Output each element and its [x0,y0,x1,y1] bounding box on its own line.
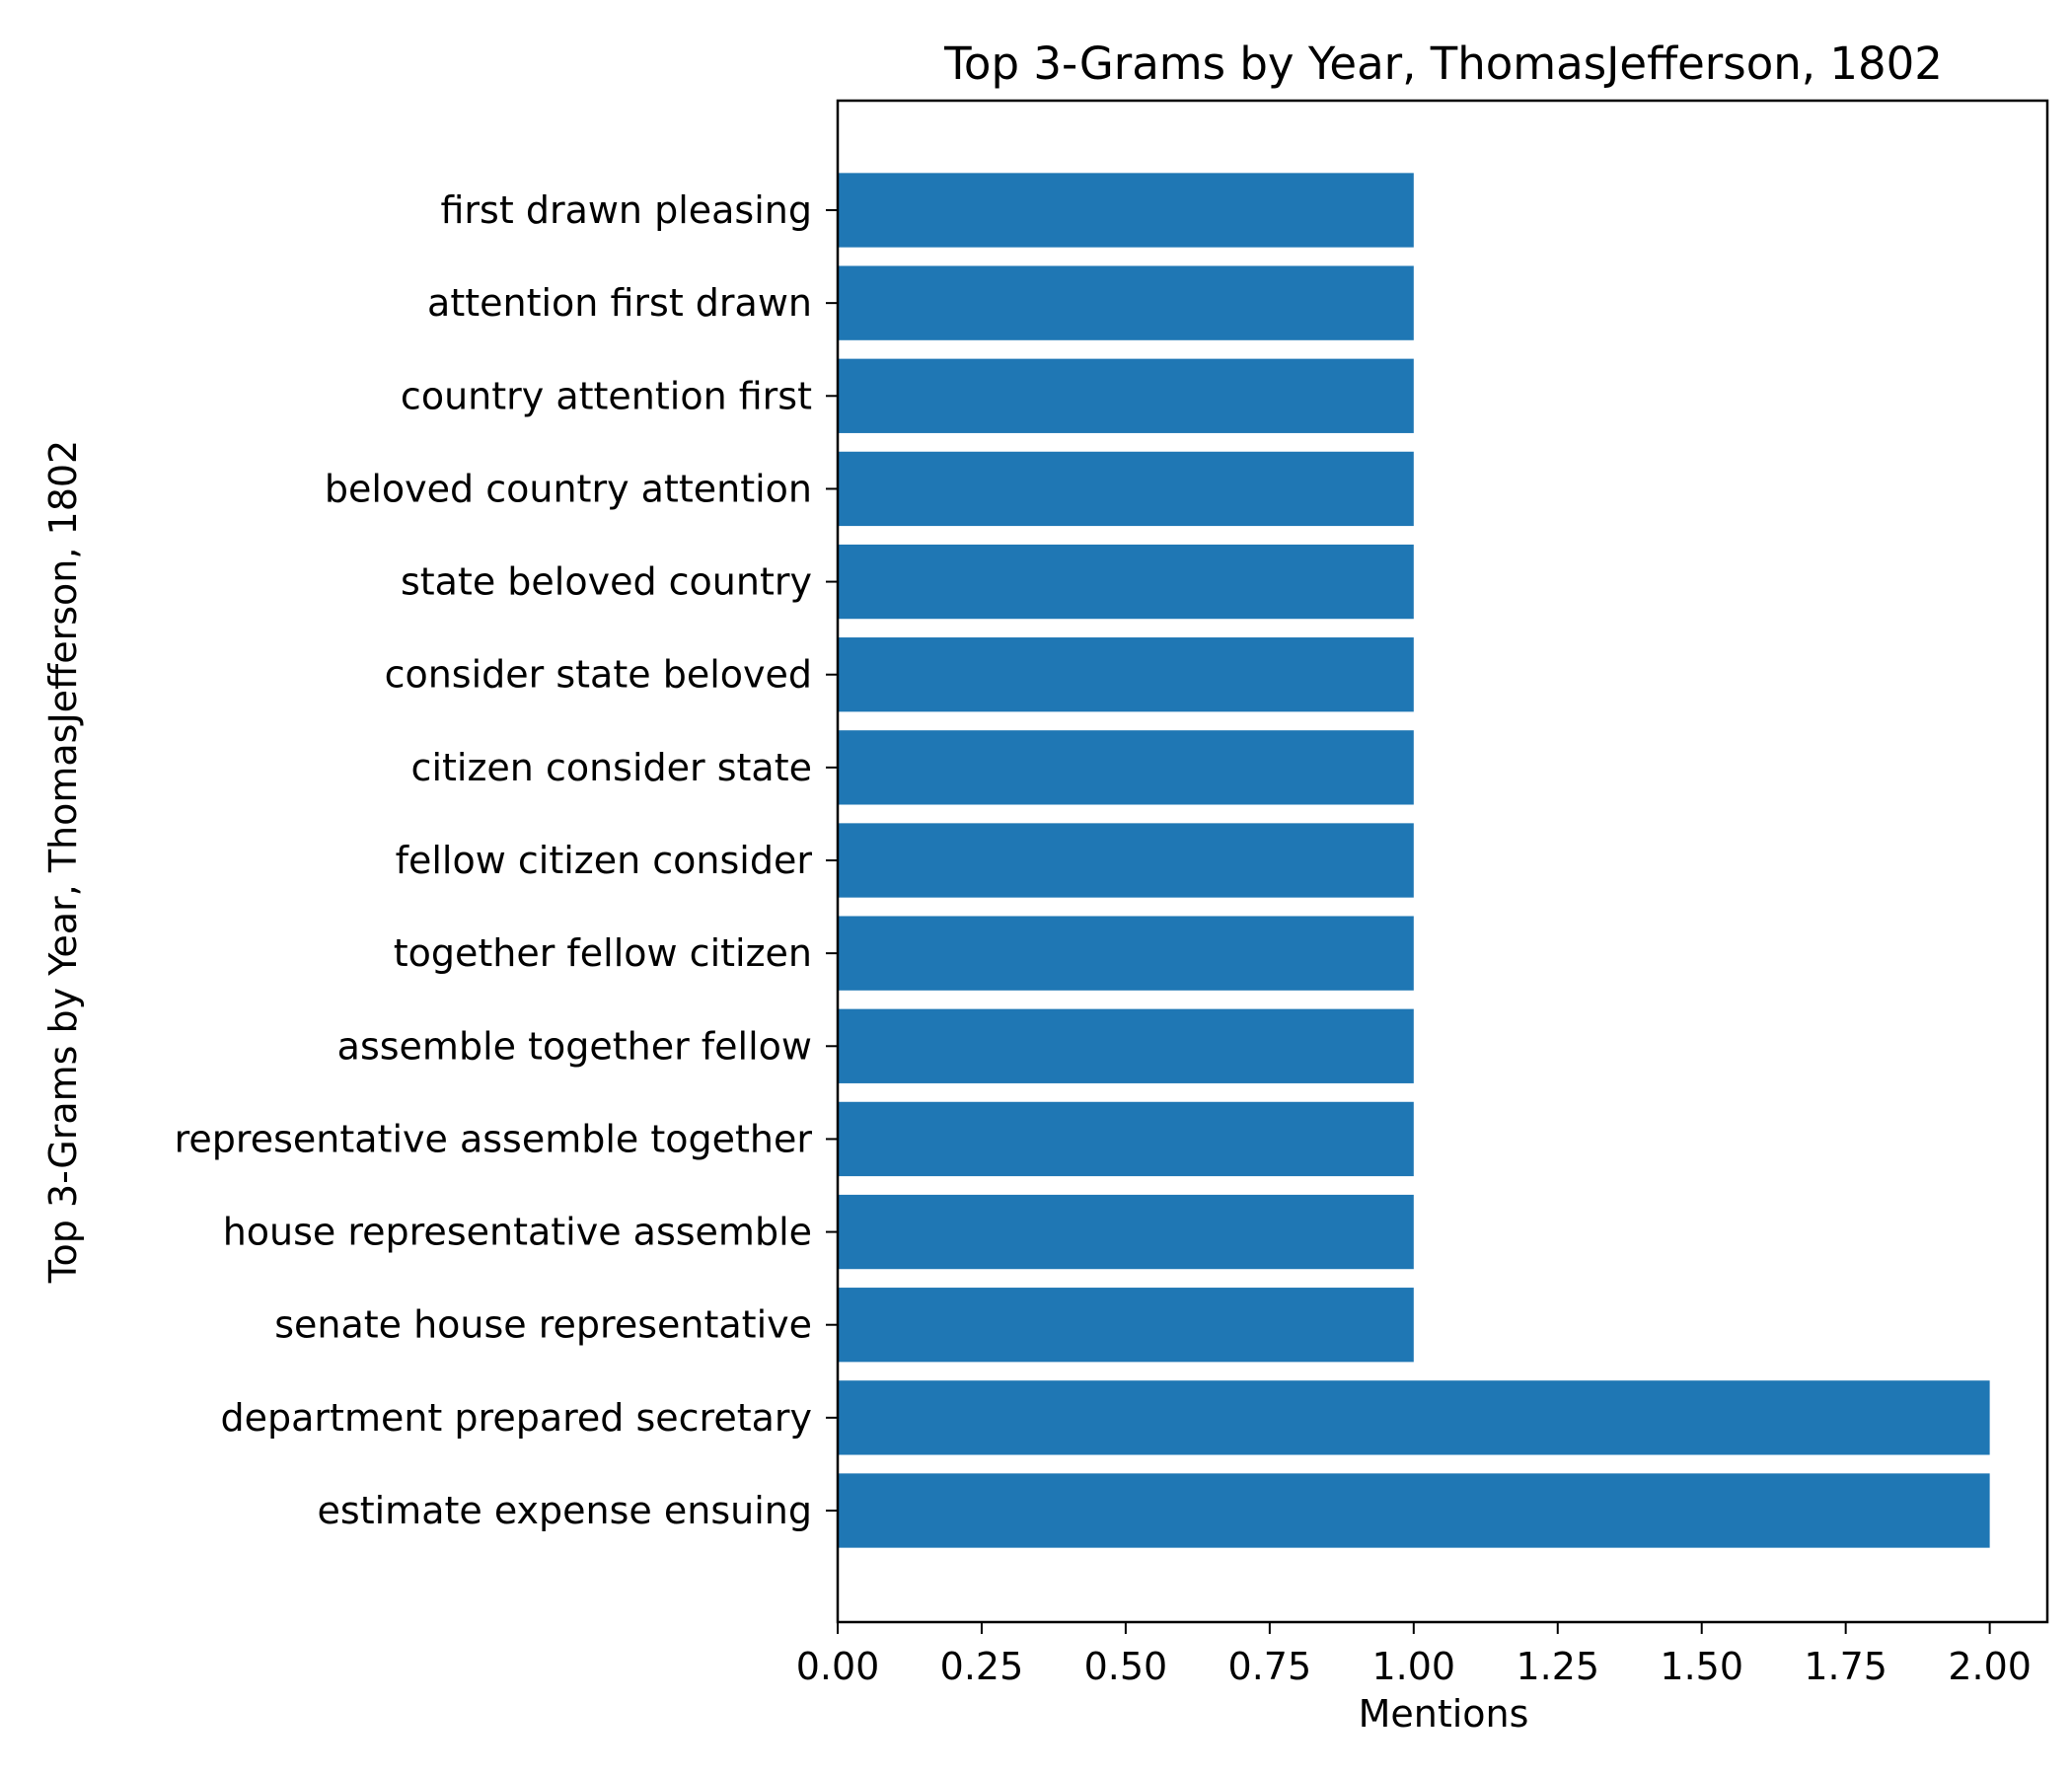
y-tick-label-2: senate house representative [274,1303,812,1347]
y-tick-label-7: fellow citizen consider [396,839,813,882]
x-tick-label-6: 1.50 [1660,1645,1743,1688]
y-tick-label-9: consider state beloved [385,653,812,697]
y-tick-label-0: estimate expense ensuing [318,1489,812,1532]
x-tick-label-5: 1.25 [1516,1645,1599,1688]
bar-8 [838,730,1414,805]
y-tick-label-10: state beloved country [401,560,812,604]
y-tick-label-13: attention first drawn [427,281,812,325]
y-axis-label: Top 3-Grams by Year, ThomasJefferson, 18… [41,440,85,1284]
y-tick-label-4: representative assemble together [175,1117,813,1160]
y-tick-label-3: house representative assemble [223,1211,812,1254]
bar-14 [838,173,1414,248]
bar-13 [838,265,1414,340]
bar-3 [838,1194,1414,1270]
x-tick-label-2: 0.50 [1084,1645,1168,1688]
bar-12 [838,358,1414,433]
bar-6 [838,916,1414,991]
bar-11 [838,451,1414,527]
x-tick-label-3: 0.75 [1228,1645,1312,1688]
y-tick-label-12: country attention first [401,374,812,417]
chart-title: Top 3-Grams by Year, ThomasJefferson, 18… [943,37,1943,90]
y-tick-label-14: first drawn pleasing [440,188,812,232]
x-tick-label-8: 2.00 [1948,1645,2032,1688]
x-tick-label-7: 1.75 [1804,1645,1887,1688]
x-tick-label-1: 0.25 [940,1645,1024,1688]
y-tick-label-8: citizen consider state [411,746,812,789]
x-ticks-group: 0.00 0.25 0.50 0.75 1.00 1.25 1.50 1.75 2.00 [796,1622,2032,1688]
x-tick-label-4: 1.00 [1372,1645,1456,1688]
y-tick-label-5: assemble together fellow [337,1024,812,1068]
bar-10 [838,544,1414,620]
bars-group [838,173,1990,1548]
bar-7 [838,823,1414,898]
y-tick-label-6: together fellow citizen [394,931,812,975]
x-tick-label-0: 0.00 [796,1645,880,1688]
bar-4 [838,1101,1414,1177]
bar-1 [838,1380,1990,1455]
bar-0 [838,1473,1990,1548]
bar-9 [838,637,1414,712]
plot-frame [836,99,2049,1624]
bar-5 [838,1008,1414,1083]
y-tick-label-11: beloved country attention [325,467,812,510]
y-tick-label-1: department prepared secretary [221,1396,812,1440]
y-ticks-group: estimate expense ensuing department prepa… [175,188,838,1532]
x-axis-label: Mentions [1359,1692,1529,1736]
bar-2 [838,1288,1414,1363]
